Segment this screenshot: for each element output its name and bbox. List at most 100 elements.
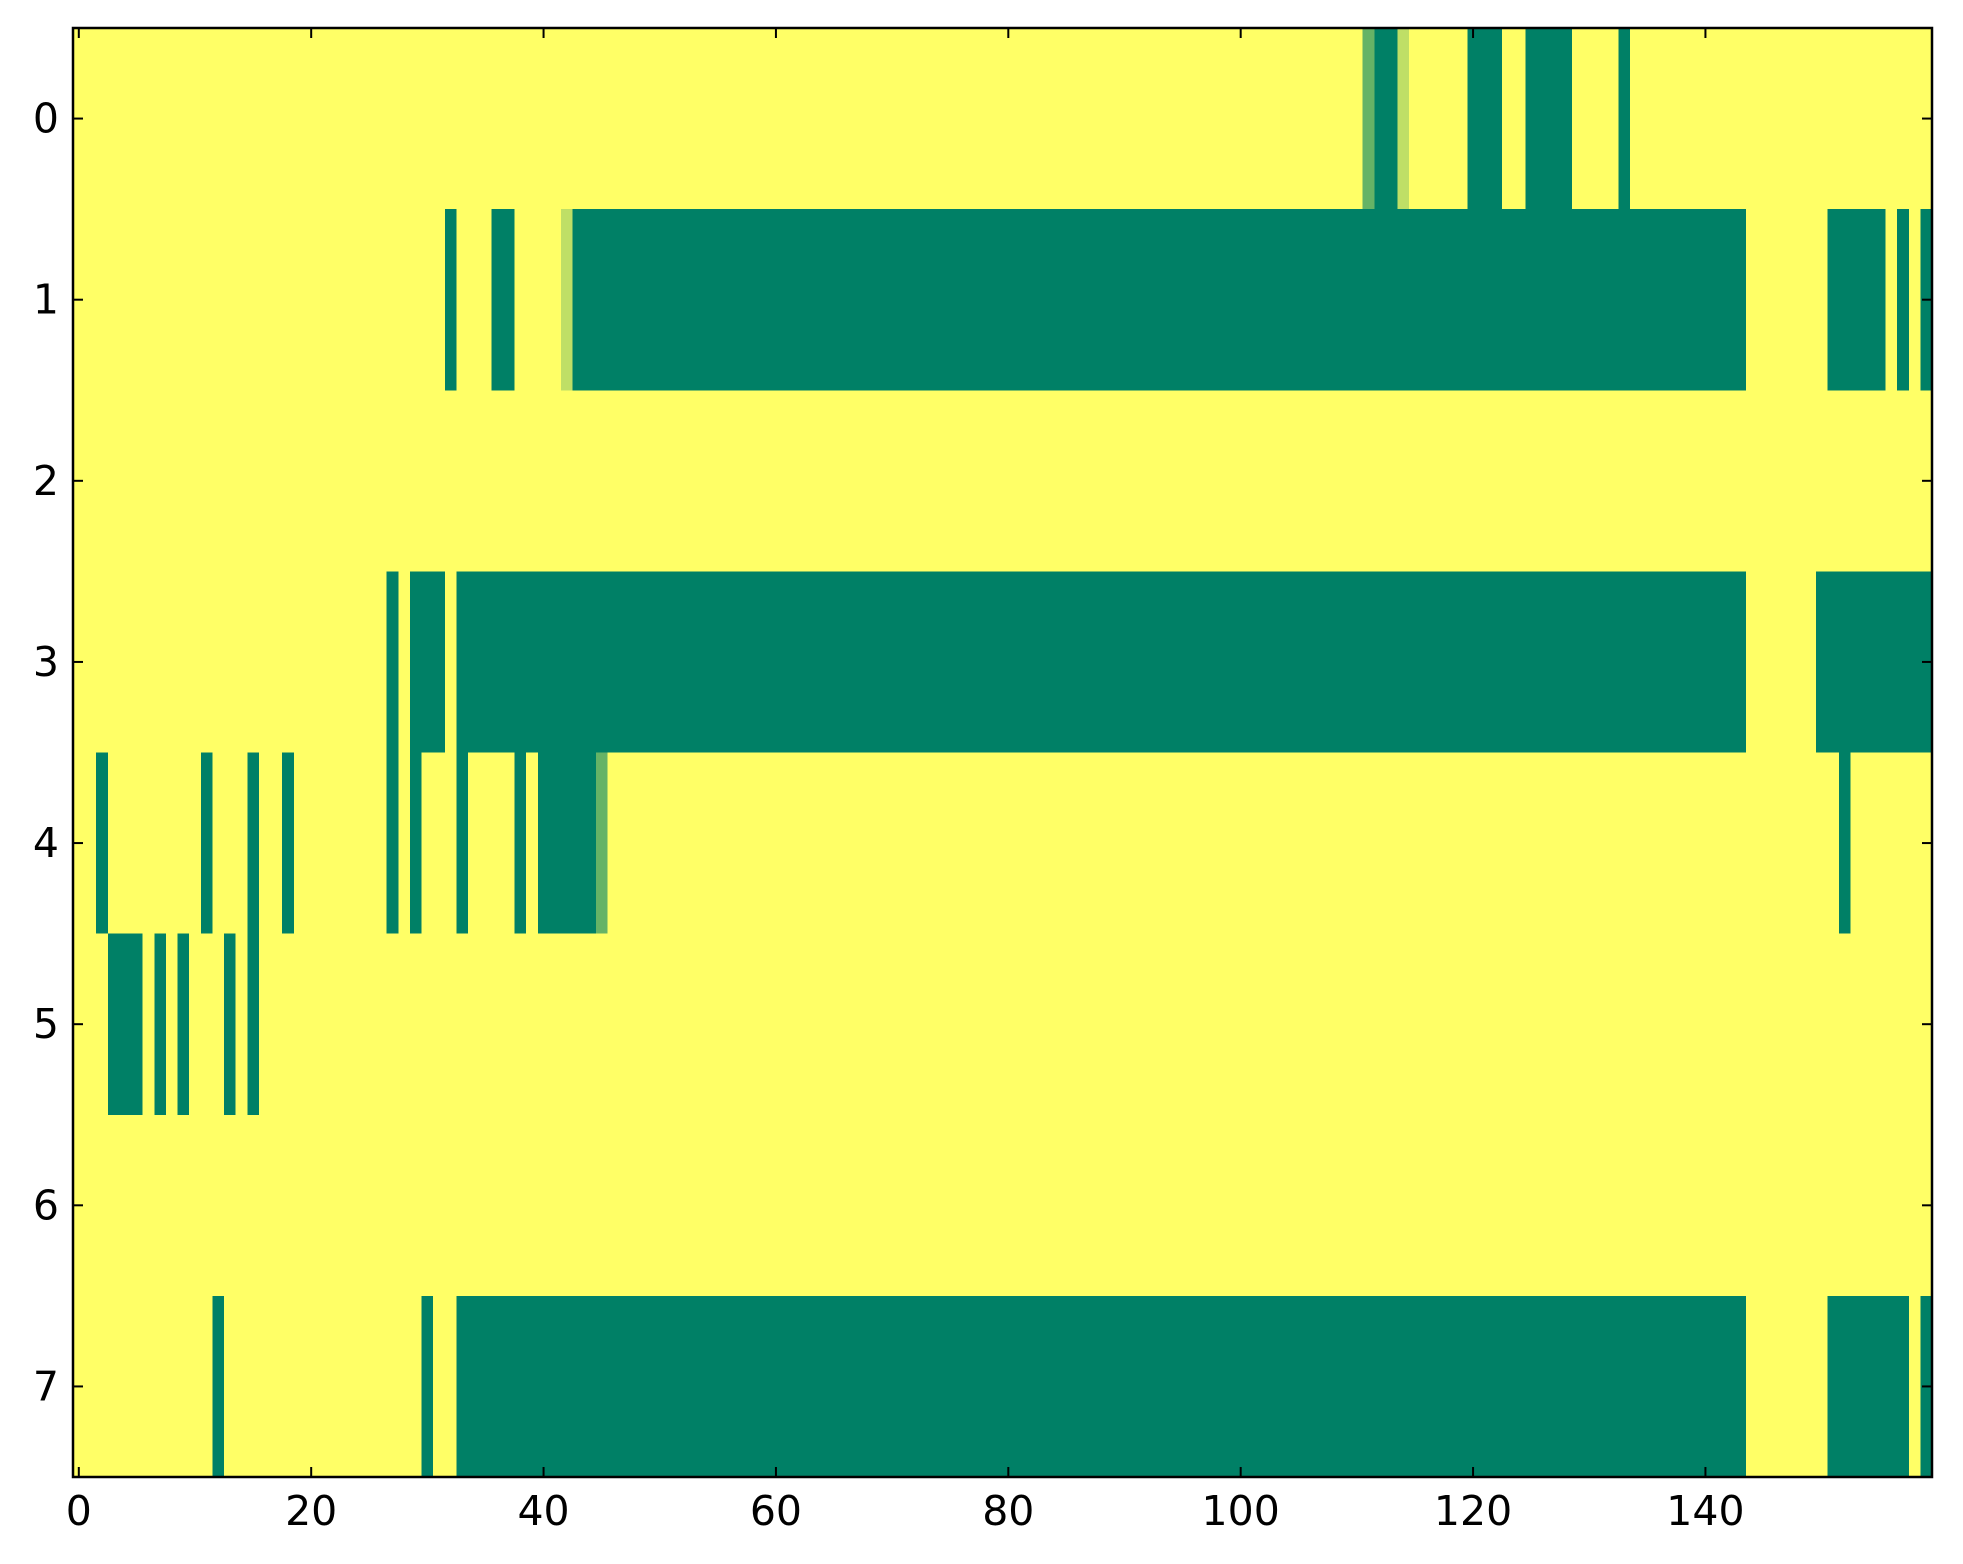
heatmap-cell: [502, 209, 516, 391]
heatmap-cell: [1362, 1114, 1375, 1297]
heatmap-cell: [1688, 390, 1701, 572]
heatmap-cell: [1490, 1295, 1503, 1478]
heatmap-cell: [1211, 28, 1224, 210]
heatmap-cell: [619, 933, 632, 1116]
heatmap-cell: [1444, 571, 1457, 753]
heatmap-cell: [363, 1295, 376, 1478]
heatmap-cell: [1641, 752, 1654, 935]
heatmap-cell: [270, 209, 283, 391]
heatmap-cell: [1502, 752, 1515, 935]
heatmap-cell: [1595, 390, 1608, 572]
heatmap-cell: [1316, 933, 1329, 1116]
heatmap-cell: [1688, 1114, 1701, 1297]
heatmap-cell: [1153, 1295, 1166, 1478]
heatmap-cell: [1316, 752, 1329, 935]
heatmap-cell: [1130, 390, 1143, 572]
heatmap-cell: [1420, 390, 1433, 572]
heatmap-cell: [189, 571, 202, 753]
heatmap-cell: [642, 390, 655, 572]
heatmap-cell: [1699, 571, 1712, 753]
heatmap-cell: [1304, 390, 1317, 572]
heatmap-cell: [630, 390, 643, 572]
heatmap-cell: [444, 209, 457, 391]
heatmap-cell: [433, 571, 446, 753]
heatmap-cell: [305, 1295, 318, 1478]
heatmap-cell: [154, 752, 167, 935]
heatmap-cell: [897, 209, 911, 391]
heatmap-cell: [1467, 390, 1480, 572]
heatmap-cell: [1095, 1114, 1108, 1297]
heatmap-cell: [1188, 752, 1201, 935]
heatmap-cell: [1525, 933, 1538, 1116]
heatmap-cell: [572, 28, 585, 210]
heatmap-cell: [433, 1114, 446, 1297]
heatmap-cell: [514, 933, 527, 1116]
heatmap-cell: [131, 1295, 144, 1478]
y-tick-label: 0: [33, 95, 59, 143]
heatmap-cell: [1130, 571, 1143, 753]
heatmap-cell: [258, 1295, 272, 1478]
heatmap-cell: [1420, 1114, 1433, 1297]
heatmap-cell: [340, 752, 353, 935]
heatmap-cell: [1780, 1114, 1794, 1297]
heatmap-cell: [1629, 28, 1643, 210]
heatmap-cell: [642, 933, 655, 1116]
heatmap-cell: [1699, 28, 1712, 210]
heatmap-cell: [386, 209, 399, 391]
heatmap-cell: [1560, 1114, 1573, 1297]
heatmap-cell: [1037, 1295, 1050, 1478]
heatmap-cell: [665, 209, 678, 391]
heatmap-cell: [421, 390, 434, 572]
heatmap-cell: [270, 933, 283, 1116]
heatmap-cell: [816, 752, 829, 935]
heatmap-cell: [1188, 933, 1201, 1116]
heatmap-cell: [967, 752, 980, 935]
heatmap-cell: [1653, 933, 1666, 1116]
heatmap-cell: [1188, 1114, 1201, 1297]
heatmap-cell: [444, 1114, 457, 1297]
heatmap-cell: [351, 933, 364, 1116]
heatmap-cell: [537, 390, 550, 572]
heatmap-cell: [1432, 28, 1445, 210]
heatmap-cell: [979, 1295, 992, 1478]
heatmap-cell: [619, 1114, 632, 1297]
heatmap-cell: [514, 571, 527, 753]
heatmap-cell: [131, 933, 144, 1116]
heatmap-cell: [595, 28, 608, 210]
heatmap-cell: [1676, 1295, 1689, 1478]
heatmap-cell: [351, 209, 364, 391]
heatmap-cell: [712, 752, 725, 935]
heatmap-cell: [1165, 933, 1178, 1116]
heatmap-cell: [1536, 390, 1550, 572]
heatmap-cell: [1141, 209, 1155, 391]
heatmap-cell: [1397, 752, 1410, 935]
heatmap-cell: [1107, 28, 1120, 210]
heatmap-cell: [584, 1114, 597, 1297]
heatmap-cell: [421, 933, 434, 1116]
heatmap-cell: [468, 571, 481, 753]
heatmap-cell: [1258, 1295, 1271, 1478]
heatmap-cell: [630, 933, 643, 1116]
y-tick-label: 6: [33, 1181, 59, 1229]
heatmap-cell: [1397, 1295, 1410, 1478]
heatmap-cell: [1688, 933, 1701, 1116]
heatmap-cell: [1653, 1295, 1666, 1478]
heatmap-cell: [316, 933, 330, 1116]
heatmap-cell: [584, 1295, 597, 1478]
heatmap-cell: [1513, 390, 1526, 572]
heatmap-cell: [1432, 571, 1445, 753]
heatmap-cell: [770, 390, 783, 572]
heatmap-cell: [688, 933, 701, 1116]
heatmap-cell: [1606, 1114, 1619, 1297]
heatmap-cell: [1362, 28, 1375, 210]
heatmap-cell: [700, 390, 713, 572]
heatmap-cell: [479, 28, 492, 210]
heatmap-cell: [1688, 209, 1701, 391]
heatmap-cell: [572, 933, 585, 1116]
heatmap-cell: [1200, 933, 1213, 1116]
heatmap-cell: [1455, 1114, 1468, 1297]
heatmap-cell: [224, 1114, 237, 1297]
heatmap-cell: [363, 390, 376, 572]
heatmap-cell: [804, 1295, 818, 1478]
heatmap-cell: [1711, 1295, 1724, 1478]
